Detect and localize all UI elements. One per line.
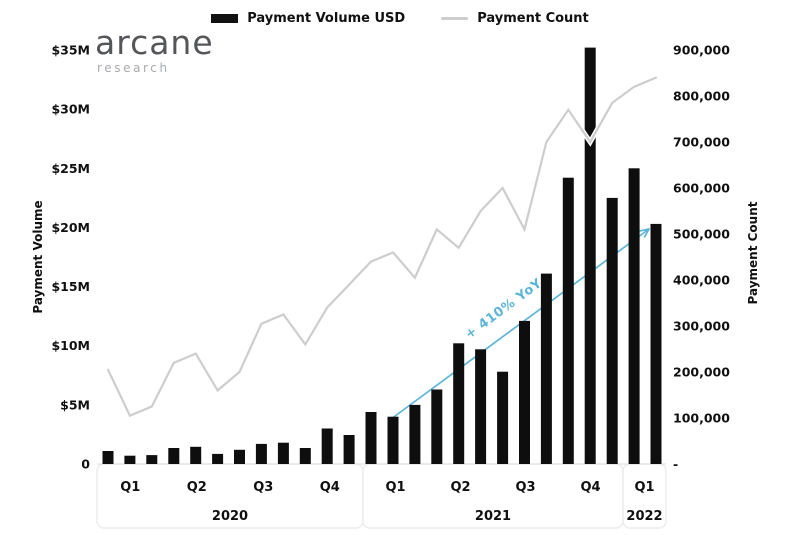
- volume-bar-Mar 2020: [146, 455, 158, 464]
- volume-bar-Oct 2021: [562, 177, 574, 464]
- left-axis-tick: $10M: [51, 338, 90, 353]
- volume-bar-Jan 2021: [365, 412, 377, 464]
- left-axis-title: Payment Volume: [31, 200, 45, 314]
- volume-bar-Apr 2021: [431, 389, 443, 464]
- yoy-annotation-label: + 410% YoY: [463, 276, 546, 343]
- right-axis-tick: 100,000: [673, 411, 730, 426]
- quarter-label: Q4: [580, 480, 600, 495]
- volume-bar-Oct 2020: [299, 448, 311, 464]
- volume-bar-Jul 2020: [234, 449, 245, 464]
- quarter-label: Q1: [634, 480, 654, 495]
- right-axis-tick: 300,000: [673, 319, 730, 334]
- volume-bar-Mar 2021: [409, 404, 421, 464]
- payment-count-line: [106, 76, 658, 418]
- legend-label-payment-count: Payment Count: [477, 11, 589, 26]
- volume-bar-Jul 2021: [497, 371, 509, 464]
- yoy-arrowhead-icon: [643, 228, 650, 238]
- logo-wordmark: arcane: [95, 23, 214, 62]
- left-axis-tick: $15M: [51, 279, 90, 294]
- year-label: 2022: [626, 509, 662, 524]
- quarter-label: Q3: [515, 480, 535, 495]
- arcane-logo: arcane research: [95, 26, 214, 74]
- left-axis-tick: $35M: [51, 43, 90, 58]
- quarter-label: Q4: [320, 480, 340, 495]
- volume-bar-Nov 2021: [584, 47, 596, 464]
- right-axis-tick: 600,000: [673, 181, 730, 196]
- yoy-arrowhead-icon: [639, 228, 650, 232]
- volume-bar-May 2020: [190, 446, 202, 464]
- volume-bar-May 2021: [453, 343, 465, 464]
- legend-item-payment-count: Payment Count: [441, 11, 589, 26]
- quarter-label: Q3: [253, 480, 273, 495]
- volume-bar-Feb 2020: [124, 455, 136, 464]
- volume-bar-Dec 2020: [343, 435, 355, 464]
- volume-bar-Sep 2020: [277, 442, 289, 464]
- year-label: 2020: [212, 509, 248, 524]
- volume-bar-Aug 2021: [519, 320, 530, 464]
- line-swatch-icon: [441, 17, 469, 20]
- right-axis-tick: 700,000: [673, 135, 730, 150]
- volume-bar-Jan 2020: [102, 451, 114, 464]
- volume-bar-Nov 2020: [321, 428, 333, 464]
- right-axis-tick: 200,000: [673, 365, 730, 380]
- volume-bar-Jun 2020: [212, 453, 224, 464]
- left-axis-tick: $20M: [51, 220, 90, 235]
- right-axis-tick: 400,000: [673, 273, 730, 288]
- right-axis-tick: 800,000: [673, 89, 730, 104]
- legend-item-payment-volume: Payment Volume USD: [211, 11, 405, 26]
- quarter-label: Q2: [187, 480, 207, 495]
- volume-bar-Dec 2021: [606, 197, 618, 464]
- left-axis-tick: 0: [81, 457, 90, 472]
- volume-bar-Jan 2022: [628, 168, 640, 465]
- legend-label-payment-volume: Payment Volume USD: [247, 11, 406, 26]
- right-axis-title: Payment Count: [746, 201, 760, 305]
- quarter-label: Q1: [120, 480, 140, 495]
- volume-bar-Jun 2021: [475, 349, 487, 464]
- logo-subtitle: research: [97, 61, 170, 75]
- left-axis-tick: $5M: [60, 397, 90, 412]
- chart-legend: Payment Volume USD Payment Count: [0, 11, 800, 26]
- volume-bar-Apr 2020: [168, 448, 180, 464]
- bar-swatch-icon: [211, 14, 239, 23]
- right-axis-tick: 500,000: [673, 227, 730, 242]
- volume-bar-Feb 2021: [387, 416, 399, 464]
- volume-bar-Sep 2021: [540, 273, 552, 464]
- left-axis-tick: $30M: [51, 102, 90, 117]
- left-axis-tick: $25M: [51, 161, 90, 176]
- volume-bar-Feb 2022: [650, 223, 662, 464]
- volume-bar-Aug 2020: [255, 443, 267, 464]
- year-label: 2021: [475, 509, 511, 524]
- quarter-label: Q1: [385, 480, 405, 495]
- right-axis-tick: -: [673, 457, 678, 472]
- right-axis-tick: 900,000: [673, 43, 730, 58]
- quarter-label: Q2: [450, 480, 470, 495]
